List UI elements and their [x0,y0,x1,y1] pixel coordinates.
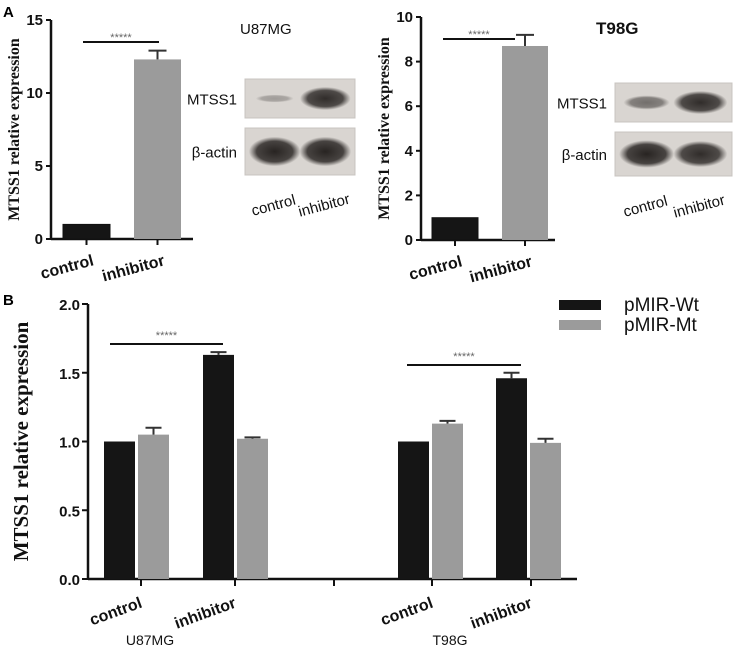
y-tick-label: 2 [405,187,413,204]
y-axis-label: MTSS1 relative expression [6,38,23,221]
blot-row-label: MTSS1 [187,92,237,109]
bar-pMIR-Mt [530,442,561,579]
significance-stars: ***** [453,351,475,363]
bar-pMIR-Mt [237,438,268,579]
bar-inhibitor [502,45,548,240]
bar-control [431,217,479,241]
x-tick-label: control [39,252,96,282]
error-bar [210,351,227,355]
blot-band [619,140,675,168]
y-tick-label: 4 [405,143,414,160]
significance-stars: ***** [468,29,490,41]
bar-pMIR-Wt [203,354,234,579]
blot-row-label: β-actin [562,147,607,164]
blot-band [623,95,670,110]
legend-label: pMIR-Mt [624,315,698,336]
bar-pMIR-Wt [104,441,135,579]
x-tick-label: inhibitor [468,595,534,633]
x-tick-label: inhibitor [100,252,166,285]
blot-row-label: β-actin [192,145,237,162]
error-bar [503,371,520,379]
blot-band [299,136,352,167]
bar-pMIR-Mt [432,423,463,579]
y-tick-label: 8 [405,54,413,71]
y-tick-label: 0 [405,232,413,249]
y-tick-label: 6 [405,98,413,115]
significance-stars: ***** [156,330,178,342]
significance-stars: ***** [110,32,132,44]
blot-lane-label: inhibitor [297,191,352,221]
y-axis-label: MTSS1 relative expression [376,37,393,220]
x-tick-label: control [407,253,464,283]
legend-swatch-pMIR-Wt [559,300,601,310]
error-bar [439,419,456,424]
x-tick-label: control [379,595,436,630]
x-tick-label: control [88,595,145,630]
blot-lane-label: control [621,193,669,221]
blot-lane-label: control [250,192,298,220]
legend-swatch-pMIR-Mt [559,320,601,330]
y-tick-label: 10 [396,9,413,26]
blot-lane-label: inhibitor [672,192,727,222]
bar-pMIR-Wt [496,378,527,579]
y-tick-label: 0.5 [59,503,80,520]
y-tick-label: 5 [35,158,43,175]
panel-label-b: B [3,292,14,309]
error-bar [244,436,261,439]
error-bar [145,426,162,435]
blot-band [673,140,728,168]
y-tick-label: 10 [26,85,43,102]
luciferase-grouped-bar-chart: 0.0 0.5 1.0 1.5 2.0 MTSS1 relative expression… [9,295,700,648]
y-tick-label: 1.5 [59,366,80,383]
bar-inhibitor [134,59,181,239]
blot-band [673,90,728,115]
bar-pMIR-Mt [138,434,169,579]
x-tick-label: inhibitor [172,595,238,633]
blot-title: T98G [596,19,639,38]
y-tick-label: 0 [35,231,43,248]
bar-pMIR-Wt [398,441,429,579]
y-tick-label: 0.0 [59,572,80,589]
blot-band [255,94,294,103]
y-tick-label: 2.0 [59,297,80,314]
y-tick-label: 1.0 [59,435,80,452]
blot-band [248,136,301,167]
error-bar [148,49,167,60]
y-tick-label: 15 [26,12,43,29]
x-tick-label: inhibitor [468,253,534,286]
y-axis-label: MTSS1 relative expression [9,321,33,561]
blot-band [299,86,351,111]
error-bar [537,437,554,443]
blot-row-label: MTSS1 [557,96,607,113]
blot-title: U87MG [240,21,292,38]
group-label: T98G [432,632,467,648]
legend-label: pMIR-Wt [624,295,700,316]
group-label: U87MG [126,632,174,648]
bar-control [62,223,111,240]
error-bar [516,33,534,46]
panel-label-a: A [3,4,14,21]
